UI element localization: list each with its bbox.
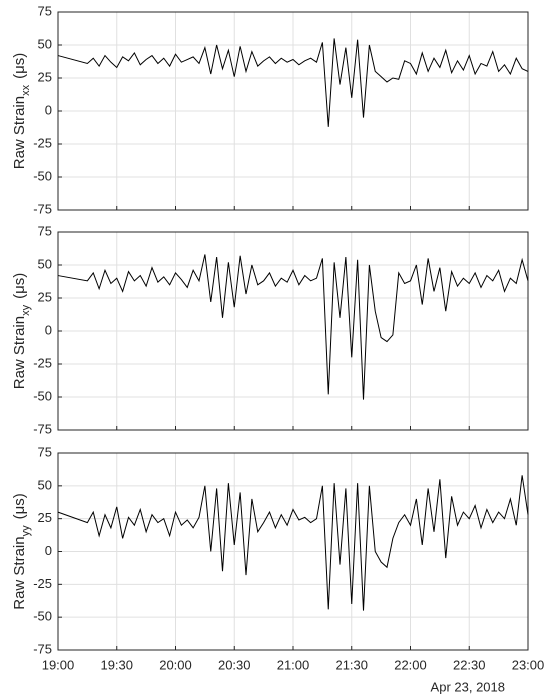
x-axis-label: Apr 23, 2018 [431, 679, 505, 694]
x-tick-label: 22:00 [394, 657, 427, 672]
subplot: -75 -50 -25 0 25 50 75 Raw Strainxx (μs) [11, 3, 529, 216]
y-tick-label: 0 [45, 322, 52, 337]
y-axis-label: Raw Strainyy (μs) [11, 493, 32, 610]
y-axis-label: Raw Strainxx (μs) [11, 53, 32, 170]
x-tick-label: 20:30 [218, 657, 251, 672]
y-label-unit: (μs) [11, 53, 28, 79]
y-tick-label: 25 [38, 510, 52, 525]
data-line [57, 254, 529, 400]
axes-box [57, 452, 529, 651]
subplot: -75 -50 -25 0 25 50 75 Raw Strainxy (μs) [11, 223, 529, 436]
y-label-unit: (μs) [11, 273, 28, 299]
y-label-text: Raw Strain [11, 316, 28, 389]
data-line [57, 38, 529, 127]
y-tick-label: 0 [45, 102, 52, 117]
x-tick-label: 19:30 [100, 657, 133, 672]
data-line [57, 475, 529, 611]
y-tick-label: 50 [38, 477, 52, 492]
subplot: 19:00 19:30 20:00 20:30 21:00 21:30 22:00 22:30… [11, 444, 544, 694]
y-tick-label: -25 [33, 355, 52, 370]
y-label-sub: yy [20, 525, 32, 537]
x-tick-label: 22:30 [453, 657, 486, 672]
y-label-unit: (μs) [11, 493, 28, 519]
y-tick-label: 75 [38, 3, 52, 18]
y-tick-label: 75 [38, 223, 52, 238]
y-tick-label: -50 [33, 388, 52, 403]
y-tick-label: -75 [33, 641, 52, 656]
axes-box [57, 11, 529, 211]
y-tick-label: 50 [38, 36, 52, 51]
x-tick-label: 20:00 [159, 657, 192, 672]
x-tick-label: 21:30 [335, 657, 368, 672]
y-axis-label: Raw Strainxy (μs) [11, 273, 32, 390]
y-label-sub: xx [20, 84, 32, 96]
y-tick-label: 25 [38, 69, 52, 84]
y-tick-label: 0 [45, 543, 52, 558]
y-label-text: Raw Strain [11, 536, 28, 609]
axes-box [57, 231, 529, 431]
y-tick-label: -75 [33, 421, 52, 436]
y-tick-label: -25 [33, 135, 52, 150]
x-tick-label: 21:00 [277, 657, 310, 672]
y-tick-label: 25 [38, 289, 52, 304]
y-tick-label: 50 [38, 256, 52, 271]
y-tick-label: -50 [33, 168, 52, 183]
x-tick-label: 19:00 [42, 657, 75, 672]
y-tick-label: -50 [33, 609, 52, 624]
x-tick-label: 23:00 [512, 657, 545, 672]
y-tick-label: -25 [33, 576, 52, 591]
y-tick-label: -75 [33, 201, 52, 216]
y-label-sub: xy [20, 304, 32, 316]
y-label-text: Raw Strain [11, 96, 28, 169]
y-tick-label: 75 [38, 444, 52, 459]
